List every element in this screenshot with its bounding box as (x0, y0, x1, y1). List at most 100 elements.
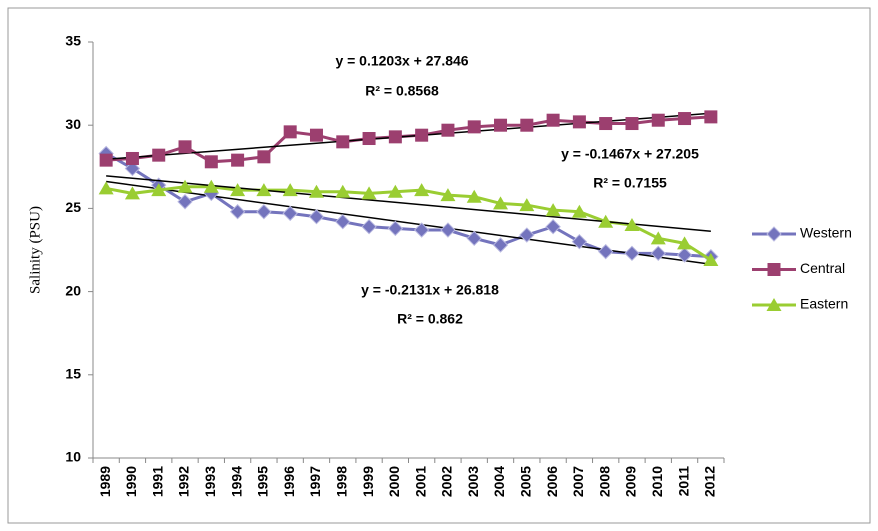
x-tick-label: 1992 (176, 466, 192, 497)
y-tick-label: 20 (65, 282, 81, 298)
marker (361, 218, 377, 235)
marker (177, 194, 193, 210)
marker (467, 120, 481, 134)
marker (308, 184, 324, 198)
marker (124, 186, 140, 200)
trend-equation: R² = 0.7155 (593, 175, 667, 191)
x-tick-label: 2008 (596, 466, 612, 497)
marker (520, 118, 534, 132)
marker (257, 150, 271, 164)
x-tick-label: 1991 (149, 466, 165, 497)
marker (308, 209, 325, 225)
marker (466, 189, 482, 203)
marker (625, 117, 639, 131)
marker (545, 218, 561, 235)
trend-line (106, 175, 711, 232)
x-tick-label: 1993 (202, 466, 218, 497)
marker (598, 214, 614, 228)
marker (571, 204, 587, 218)
x-tick-label: 2004 (491, 466, 507, 497)
x-tick-label: 1997 (307, 466, 323, 497)
marker (387, 184, 403, 198)
x-tick-label: 2002 (439, 466, 455, 497)
y-tick-label: 15 (65, 366, 81, 382)
marker (624, 218, 640, 232)
marker (650, 231, 666, 245)
marker (283, 125, 297, 139)
marker (178, 140, 192, 154)
x-tick-label: 2010 (649, 466, 665, 497)
legend-label: Eastern (800, 296, 848, 312)
trend-equation: R² = 0.862 (397, 311, 463, 327)
chart-frame (7, 7, 871, 524)
y-tick-label: 10 (65, 449, 81, 465)
marker (282, 205, 298, 222)
marker (440, 222, 456, 238)
y-tick-label: 30 (65, 116, 81, 132)
marker (203, 179, 219, 193)
marker (519, 227, 535, 243)
marker (335, 184, 351, 198)
marker (678, 112, 692, 126)
marker (388, 130, 402, 144)
marker (335, 214, 351, 230)
marker (624, 245, 640, 262)
marker (387, 220, 404, 237)
marker (177, 179, 193, 193)
marker (282, 183, 298, 197)
marker (597, 243, 614, 260)
marker (440, 188, 456, 202)
trend-equation: y = -0.2131x + 26.818 (361, 282, 499, 298)
marker (413, 222, 430, 238)
marker (546, 113, 560, 127)
marker (519, 198, 535, 212)
marker (415, 128, 429, 142)
marker (466, 230, 482, 247)
marker (704, 110, 718, 124)
x-tick-label: 2003 (465, 466, 481, 497)
marker (256, 183, 272, 197)
trend-equation: y = -0.1467x + 27.205 (561, 146, 699, 162)
x-tick-label: 1994 (228, 466, 244, 497)
marker (766, 298, 782, 311)
marker (99, 153, 113, 167)
x-tick-label: 1989 (97, 466, 113, 497)
marker (125, 151, 139, 165)
marker (204, 155, 218, 169)
x-tick-label: 2009 (623, 466, 639, 497)
marker (492, 237, 509, 253)
marker (362, 132, 376, 146)
marker (336, 135, 350, 149)
marker (599, 117, 613, 131)
x-tick-label: 2005 (518, 466, 534, 497)
trend-equation: y = 0.1203x + 27.846 (335, 53, 468, 69)
x-tick-label: 1998 (333, 466, 349, 497)
marker (98, 181, 114, 195)
x-tick-label: 1996 (281, 466, 297, 497)
marker (229, 204, 246, 220)
marker (572, 115, 586, 129)
marker (231, 153, 245, 167)
marker (571, 233, 588, 250)
marker (309, 128, 323, 142)
marker (703, 252, 719, 266)
marker (152, 148, 166, 162)
marker (767, 263, 781, 276)
series-line (105, 152, 711, 259)
legend-label: Western (800, 225, 852, 241)
marker (441, 123, 455, 137)
y-tick-label: 25 (65, 199, 81, 215)
x-tick-label: 2000 (386, 466, 402, 497)
y-axis-label: Salinity (PSU) (27, 206, 43, 294)
marker (650, 245, 666, 262)
marker (494, 118, 508, 132)
x-tick-label: 2012 (702, 466, 718, 497)
x-tick-label: 2011 (675, 466, 691, 497)
x-tick-label: 2001 (412, 466, 428, 497)
x-tick-label: 2006 (544, 466, 560, 497)
y-tick-label: 35 (65, 33, 81, 49)
x-tick-label: 2007 (570, 466, 586, 497)
marker (361, 186, 377, 200)
marker (766, 226, 782, 242)
